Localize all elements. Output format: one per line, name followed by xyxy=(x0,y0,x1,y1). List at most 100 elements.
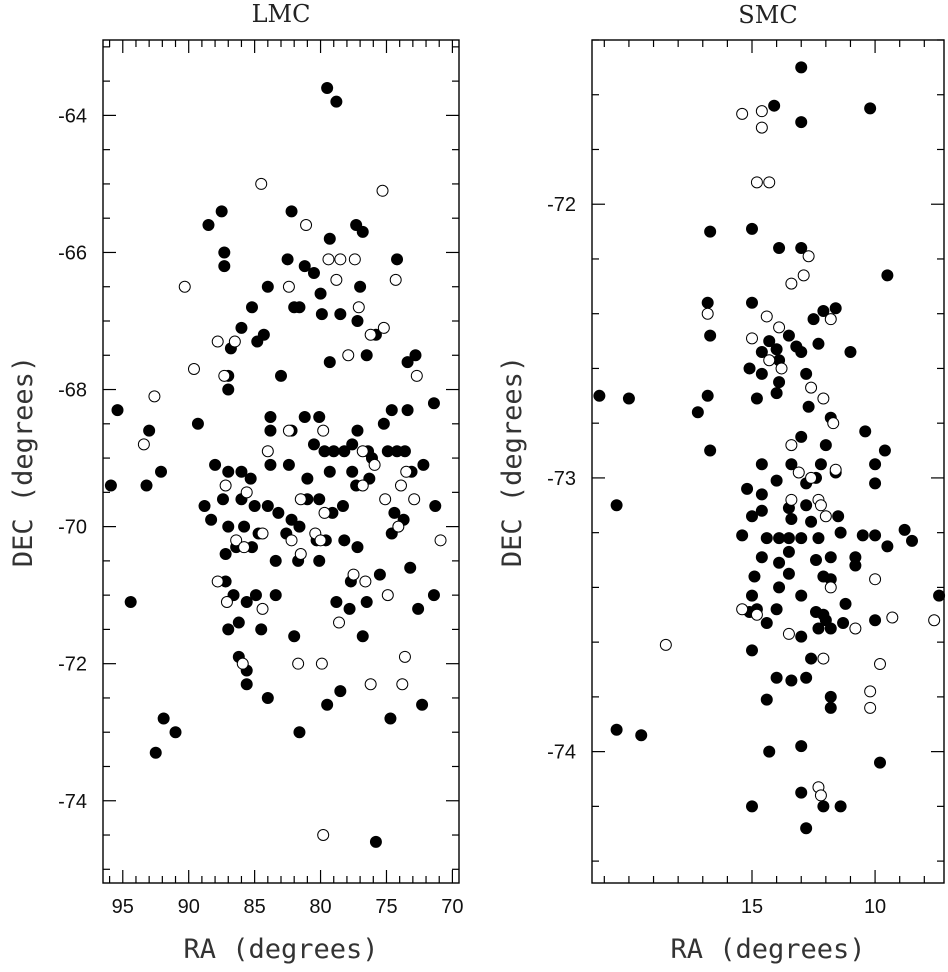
lmc-filled-point xyxy=(149,746,162,759)
lmc-x-tick-label: 80 xyxy=(309,896,331,918)
smc-panel: SMC 15 10 -72 -73 -74 RA (degrees) DEC (degrees… xyxy=(497,1,946,965)
smc-filled-point xyxy=(824,701,837,714)
smc-filled-point xyxy=(755,346,768,359)
smc-filled-point xyxy=(800,367,813,380)
smc-filled-point xyxy=(795,242,808,255)
smc-open-point xyxy=(775,362,788,375)
lmc-open-point xyxy=(359,575,372,588)
smc-filled-point xyxy=(878,444,891,457)
smc-filled-point xyxy=(773,242,786,255)
smc-filled-point xyxy=(768,99,781,112)
smc-filled-point xyxy=(610,723,623,736)
lmc-filled-point xyxy=(155,465,168,478)
smc-filled-point xyxy=(785,512,798,525)
smc-filled-point xyxy=(770,671,783,684)
lmc-open-point xyxy=(292,657,305,670)
lmc-filled-point xyxy=(315,308,328,321)
lmc-filled-point xyxy=(356,225,369,238)
lmc-y-tick-label: -74 xyxy=(58,791,87,813)
smc-filled-point xyxy=(795,589,808,602)
smc-filled-point xyxy=(773,532,786,545)
lmc-open-point xyxy=(294,548,307,561)
lmc-open-point xyxy=(368,458,381,471)
lmc-open-point xyxy=(334,253,347,266)
lmc-filled-point xyxy=(216,493,229,506)
lmc-x-tick-label: 90 xyxy=(178,896,200,918)
smc-filled-point xyxy=(795,740,808,753)
lmc-filled-point xyxy=(298,410,311,423)
lmc-open-point xyxy=(211,575,224,588)
smc-open-point xyxy=(797,269,810,282)
lmc-y-tick-label: -70 xyxy=(58,517,87,539)
smc-open-point xyxy=(782,627,795,640)
smc-filled-point xyxy=(691,406,704,419)
lmc-open-point xyxy=(330,273,343,286)
smc-filled-point xyxy=(770,387,783,400)
smc-x-tick-label: 15 xyxy=(741,896,763,918)
smc-filled-point xyxy=(743,362,756,375)
lmc-filled-point xyxy=(238,520,251,533)
smc-open-point xyxy=(819,510,832,523)
lmc-filled-point xyxy=(427,589,440,602)
smc-filled-point xyxy=(746,644,758,657)
lmc-open-point xyxy=(394,479,407,492)
lmc-open-point xyxy=(256,602,269,615)
lmc-open-point xyxy=(282,424,295,437)
smc-filled-point xyxy=(807,313,820,326)
smc-x-axis-label: RA (degrees) xyxy=(670,934,865,965)
smc-filled-point xyxy=(755,367,768,380)
smc-open-point xyxy=(874,658,886,671)
lmc-filled-point xyxy=(351,315,364,327)
smc-filled-point xyxy=(795,532,808,545)
lmc-open-point xyxy=(282,280,295,293)
lmc-filled-point xyxy=(391,253,404,266)
lmc-filled-point xyxy=(288,630,301,643)
smc-filled-point xyxy=(881,269,894,282)
lmc-filled-point xyxy=(330,95,343,108)
lmc-filled-point xyxy=(222,623,235,636)
lmc-filled-point xyxy=(417,458,430,471)
lmc-filled-point xyxy=(373,568,386,581)
lmc-open-point xyxy=(256,527,269,540)
smc-filled-point xyxy=(837,616,850,629)
lmc-open-point xyxy=(318,506,331,519)
smc-filled-point xyxy=(832,510,845,523)
smc-filled-point xyxy=(704,329,717,342)
lmc-filled-point xyxy=(346,438,359,451)
lmc-open-point xyxy=(410,369,423,382)
smc-filled-point xyxy=(859,425,872,438)
lmc-filled-point xyxy=(338,534,351,547)
smc-filled-point xyxy=(869,477,882,490)
lmc-filled-point xyxy=(429,500,442,513)
lmc-filled-point xyxy=(388,506,401,519)
lmc-filled-point xyxy=(323,465,336,478)
smc-open-point xyxy=(746,332,758,345)
lmc-filled-point xyxy=(293,520,306,533)
lmc-open-point xyxy=(317,424,330,437)
smc-filled-point xyxy=(906,534,918,547)
smc-open-point xyxy=(928,614,941,627)
smc-filled-point xyxy=(741,482,754,495)
smc-filled-point xyxy=(844,346,857,359)
lmc-filled-point xyxy=(264,424,277,437)
smc-plot-frame xyxy=(591,39,945,884)
smc-open-point xyxy=(886,611,899,624)
smc-filled-point xyxy=(898,523,911,536)
smc-open-point xyxy=(785,493,798,506)
lmc-filled-point xyxy=(313,554,326,567)
lmc-open-point xyxy=(285,534,298,547)
smc-filled-point xyxy=(800,499,813,512)
lmc-filled-point xyxy=(205,513,218,526)
smc-filled-point xyxy=(763,745,776,758)
lmc-filled-point xyxy=(215,205,228,218)
smc-open-point xyxy=(773,321,786,334)
smc-filled-point xyxy=(795,116,808,129)
smc-filled-point xyxy=(795,346,808,359)
smc-open-point xyxy=(814,499,827,512)
lmc-open-point xyxy=(230,534,243,547)
smc-filled-point xyxy=(750,392,763,405)
smc-filled-point xyxy=(874,756,886,769)
lmc-filled-point xyxy=(232,616,245,629)
lmc-open-point xyxy=(392,520,405,533)
lmc-filled-point xyxy=(307,438,320,451)
